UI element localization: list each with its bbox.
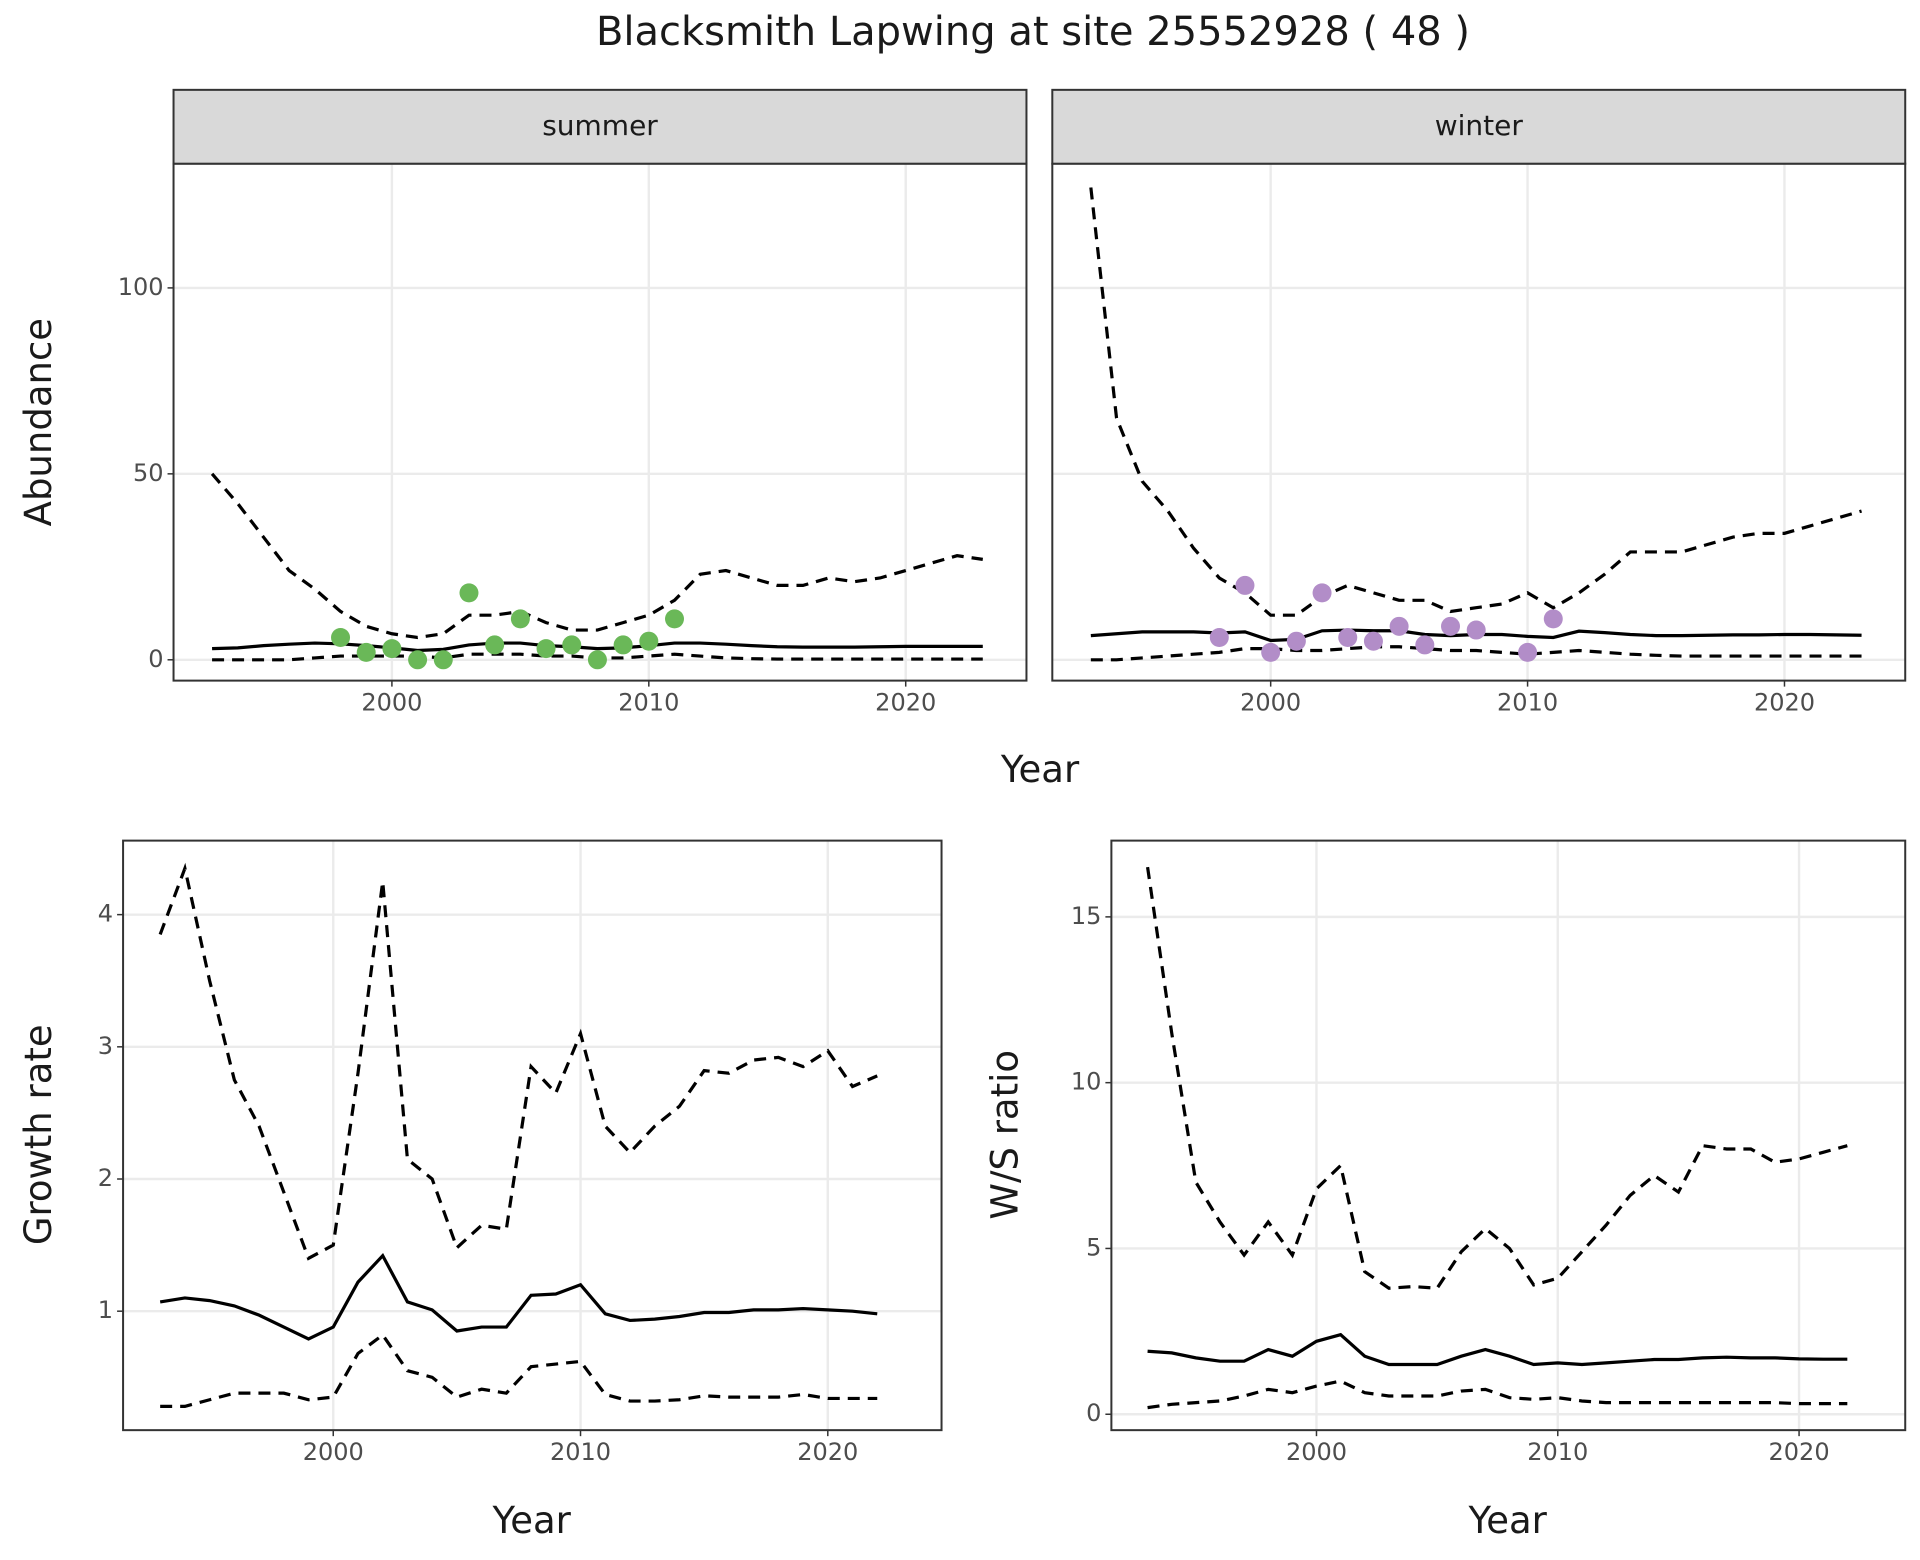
x-axis-title: Year	[1468, 1499, 1548, 1542]
x-axis-title: Year	[1000, 748, 1080, 791]
x-tick-label: 2010	[618, 689, 679, 717]
data-point	[639, 631, 659, 651]
data-point	[665, 609, 685, 629]
x-tick-label: 2020	[1769, 1438, 1830, 1466]
y-tick-label: 0	[148, 645, 163, 673]
data-point	[1261, 642, 1281, 662]
y-tick-label: 3	[98, 1032, 113, 1060]
y-tick-label: 2	[98, 1164, 113, 1192]
x-tick-label: 2000	[1240, 689, 1301, 717]
data-point	[1415, 635, 1435, 655]
series-line	[1147, 1332, 1848, 1367]
data-point	[1286, 631, 1306, 651]
figure-title: Blacksmith Lapwing at site 25552928 ( 48…	[596, 9, 1470, 55]
data-point	[587, 650, 607, 670]
y-tick-label: 4	[98, 900, 113, 928]
x-tick-label: 2010	[1527, 1438, 1588, 1466]
data-point	[408, 650, 428, 670]
x-tick-label: 2000	[361, 689, 422, 717]
x-tick-label: 2010	[550, 1438, 611, 1466]
panel-background	[173, 163, 1027, 681]
data-point	[1363, 631, 1383, 651]
data-point	[1209, 627, 1229, 647]
x-tick-label: 2020	[875, 689, 936, 717]
x-tick-label: 2010	[1497, 689, 1558, 717]
series-line	[1089, 187, 1863, 617]
series-line	[1145, 866, 1848, 1290]
y-tick-label: 50	[133, 459, 164, 487]
series-line	[158, 862, 878, 1261]
series-line	[159, 1252, 878, 1341]
x-tick-label: 2000	[1286, 1438, 1347, 1466]
strip	[172, 88, 1028, 165]
y-tick-label: 5	[1086, 1233, 1101, 1261]
data-point	[1518, 642, 1538, 662]
data-point	[1389, 616, 1409, 636]
data-point	[1466, 620, 1486, 640]
data-point	[1543, 609, 1563, 629]
y-tick-label: 0	[1086, 1399, 1101, 1427]
data-point	[1441, 616, 1461, 636]
data-point	[562, 635, 582, 655]
data-point	[331, 627, 351, 647]
panel-background	[1111, 840, 1906, 1431]
panel-background	[1052, 163, 1906, 681]
data-point	[1338, 627, 1358, 647]
strip-label: summer	[542, 109, 658, 142]
y-tick-label: 15	[1071, 902, 1102, 930]
data-point	[382, 639, 402, 659]
data-point	[1235, 575, 1255, 595]
x-tick-label: 2020	[1754, 689, 1815, 717]
series-line	[160, 1332, 878, 1408]
y-tick-label: 100	[118, 273, 164, 301]
y-axis-title: W/S ratio	[983, 1050, 1026, 1220]
y-axis-title: Growth rate	[17, 1024, 60, 1245]
data-point	[485, 635, 505, 655]
strip	[1051, 88, 1907, 165]
y-tick-label: 1	[98, 1296, 113, 1324]
series-line	[1147, 1379, 1848, 1410]
data-point	[356, 642, 376, 662]
strip-label: winter	[1435, 109, 1524, 142]
data-point	[459, 583, 479, 603]
panel-border	[122, 839, 943, 1432]
panel-background	[123, 840, 942, 1431]
panel-border	[1110, 839, 1907, 1432]
series-line	[210, 472, 984, 640]
data-point	[433, 650, 453, 670]
y-tick-label: 10	[1071, 1068, 1102, 1096]
data-point	[613, 635, 633, 655]
x-tick-label: 2000	[303, 1438, 364, 1466]
data-point	[510, 609, 530, 629]
data-point	[536, 639, 556, 659]
data-point	[1312, 583, 1332, 603]
x-tick-label: 2020	[797, 1438, 858, 1466]
x-axis-title: Year	[492, 1499, 572, 1542]
y-axis-title: Abundance	[17, 318, 60, 526]
series-line	[1090, 645, 1862, 662]
